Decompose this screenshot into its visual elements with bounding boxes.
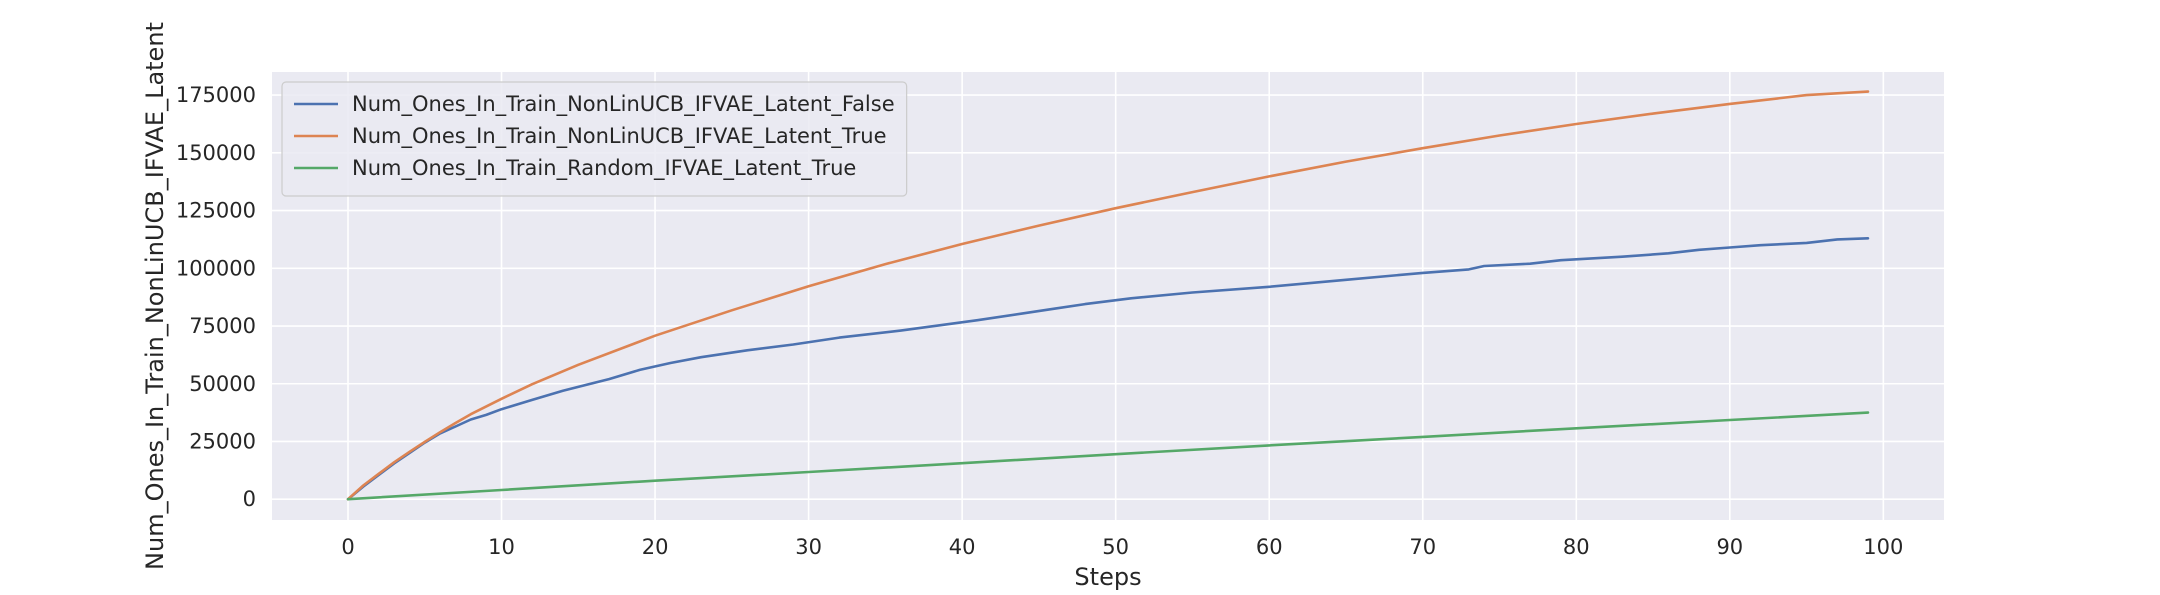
series-line-1 [346, 237, 1870, 501]
y-tick-label: 25000 [189, 429, 256, 453]
x-tick-label: 100 [1863, 535, 1903, 559]
series-line-3 [346, 411, 1870, 501]
y-tick-label: 100000 [176, 256, 256, 280]
x-tick-label: 0 [341, 535, 354, 559]
x-tick-label: 70 [1409, 535, 1436, 559]
legend-box [281, 81, 908, 197]
y-axis-ticks: 0 25000 50000 75000 100000 125000 150000 175000 [176, 83, 256, 511]
x-tick-label: 90 [1716, 535, 1743, 559]
x-tick-label: 30 [795, 535, 822, 559]
x-tick-label: 60 [1256, 535, 1283, 559]
x-tick-label: 80 [1563, 535, 1590, 559]
y-axis-label: Num_Ones_In_Train_NonLinUCB_IFVAE_Latent [141, 22, 169, 570]
x-tick-label: 10 [488, 535, 515, 559]
x-tick-label: 50 [1102, 535, 1129, 559]
series-lines [346, 90, 1870, 501]
x-tick-label: 20 [642, 535, 669, 559]
x-axis-label: Steps [1074, 563, 1141, 591]
series-line-2 [346, 90, 1870, 501]
y-tick-label: 0 [243, 487, 256, 511]
legend-label: Num_Ones_In_Train_NonLinUCB_IFVAE_Latent… [352, 124, 887, 149]
y-tick-label: 175000 [176, 83, 256, 107]
y-tick-label: 150000 [176, 141, 256, 165]
y-tick-label: 50000 [189, 372, 256, 396]
y-tick-label: 125000 [176, 199, 256, 223]
legend-label: Num_Ones_In_Train_NonLinUCB_IFVAE_Latent… [352, 92, 895, 117]
x-axis-ticks: 0 10 20 30 40 50 60 70 80 90 100 [341, 535, 1903, 559]
x-tick-label: 40 [949, 535, 976, 559]
legend: Num_Ones_In_Train_NonLinUCB_IFVAE_Latent… [281, 81, 908, 197]
y-tick-label: 75000 [189, 314, 256, 338]
legend-label: Num_Ones_In_Train_Random_IFVAE_Latent_Tr… [352, 156, 856, 181]
